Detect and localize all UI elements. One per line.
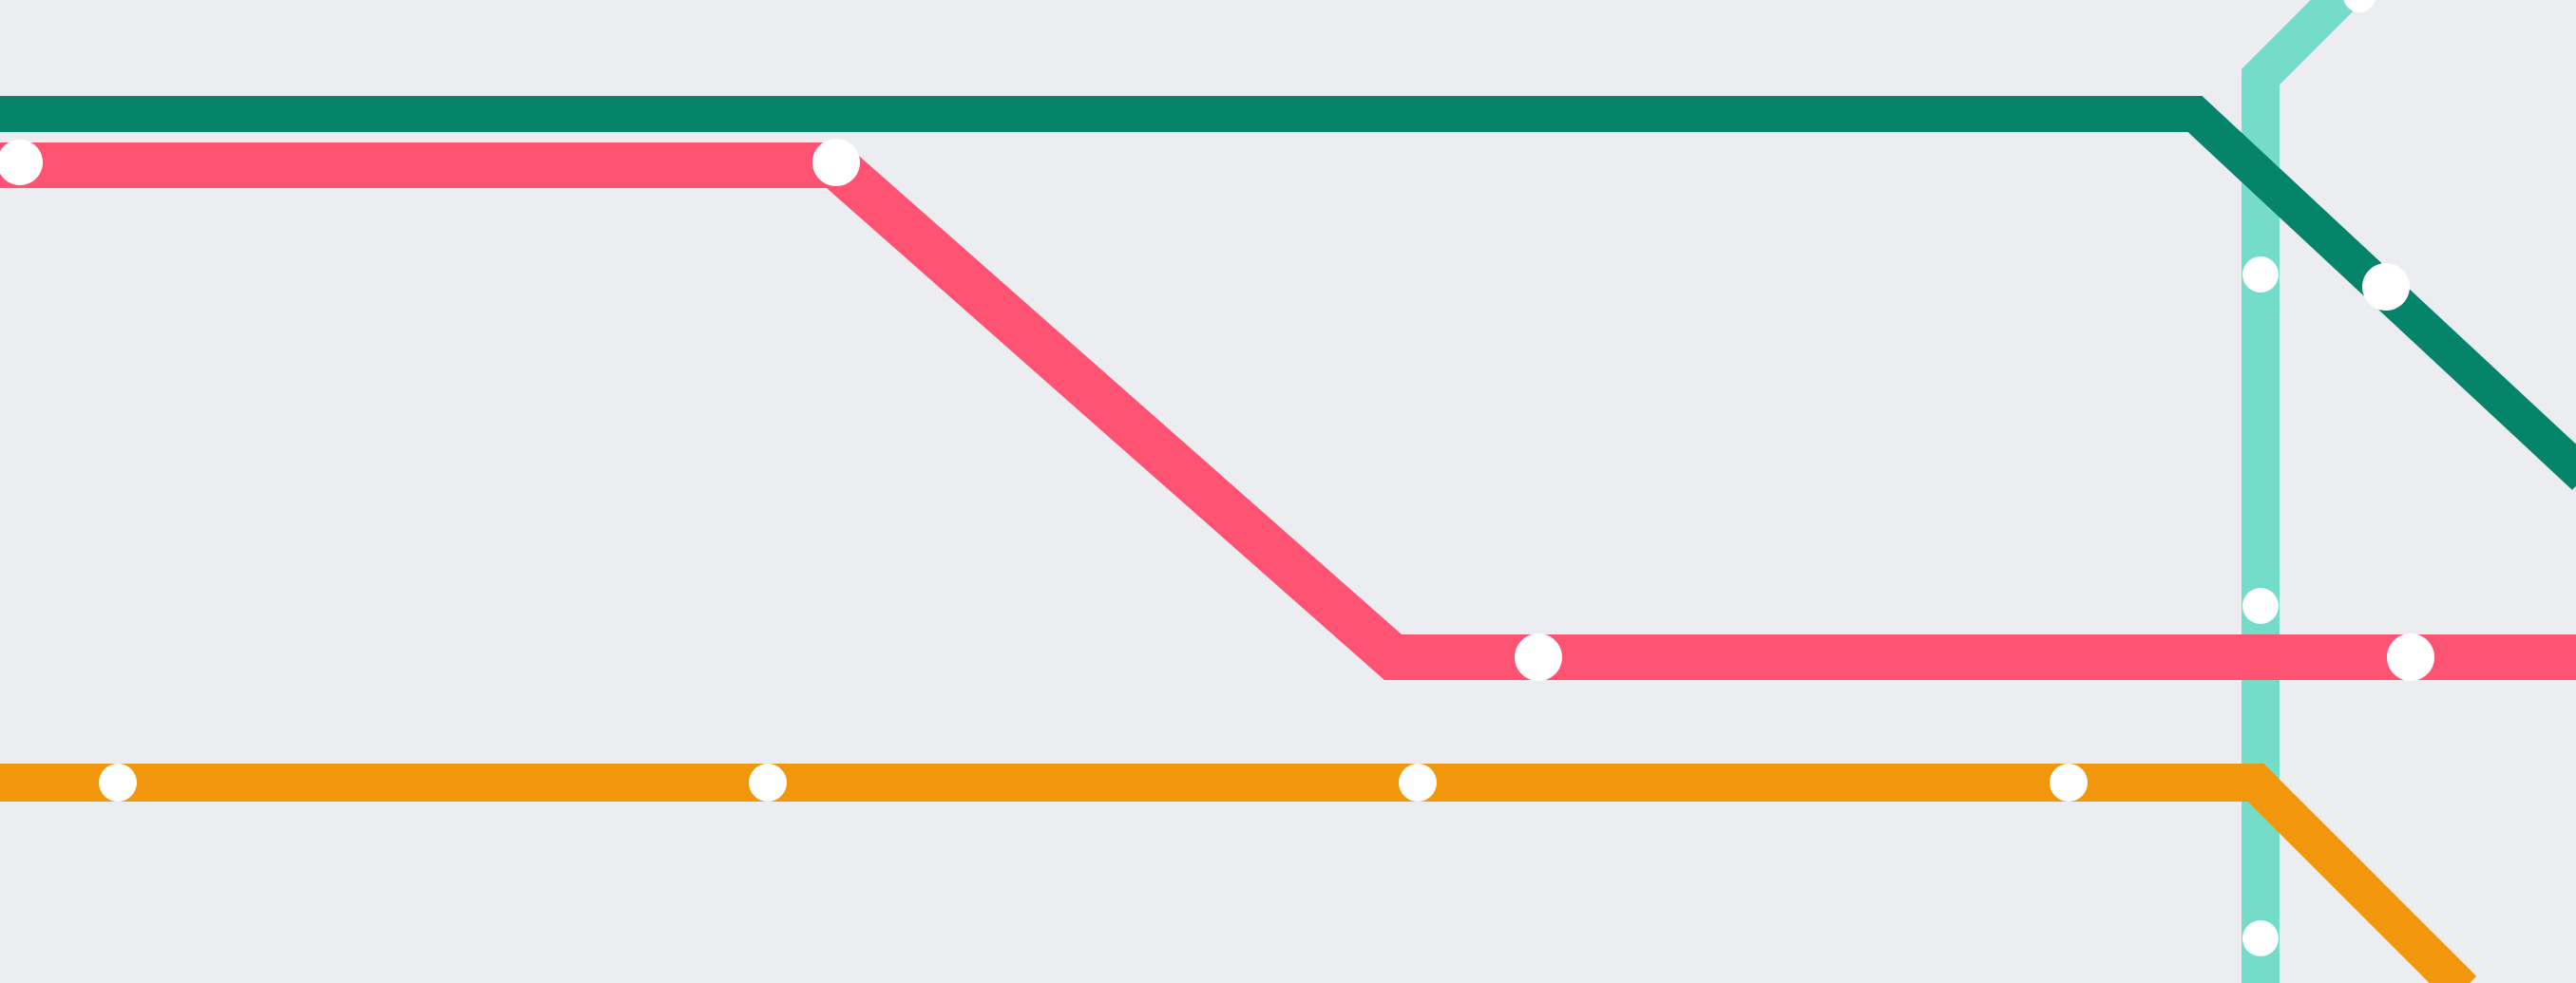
station-teal-1[interactable] <box>2242 256 2279 293</box>
station-red-3[interactable] <box>1515 633 1562 681</box>
station-teal-3[interactable] <box>2242 920 2279 956</box>
station-orange-3[interactable] <box>1399 764 1437 802</box>
green-line-route <box>0 96 2576 490</box>
station-teal-2[interactable] <box>2242 588 2279 624</box>
station-teal-4[interactable] <box>2343 0 2376 12</box>
station-orange-4[interactable] <box>2050 764 2088 802</box>
station-green-1[interactable] <box>2362 263 2410 311</box>
station-red-4[interactable] <box>2387 633 2434 681</box>
teal-line-route <box>2242 0 2357 983</box>
station-orange-2[interactable] <box>749 764 787 802</box>
station-orange-1[interactable] <box>99 764 137 802</box>
red-line-route <box>0 142 2576 680</box>
orange-line-route <box>0 764 2477 983</box>
station-red-1[interactable] <box>0 140 43 185</box>
station-red-2[interactable] <box>812 139 860 186</box>
